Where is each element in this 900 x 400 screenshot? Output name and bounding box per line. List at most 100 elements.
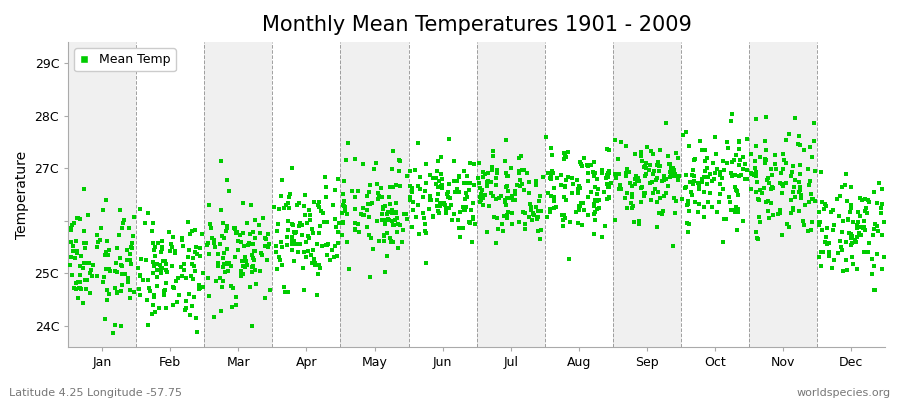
Point — [804, 226, 818, 233]
Point — [601, 170, 616, 176]
Point — [718, 216, 733, 222]
Point — [352, 229, 366, 235]
Point — [211, 251, 225, 258]
Point — [175, 235, 189, 242]
Point — [655, 178, 670, 184]
Point — [362, 232, 376, 238]
Point — [142, 284, 157, 291]
Point — [586, 169, 600, 176]
Point — [793, 184, 807, 190]
Point — [127, 288, 141, 295]
Point — [371, 190, 385, 197]
Point — [193, 252, 207, 259]
Point — [832, 193, 847, 199]
Point — [269, 249, 284, 255]
Point — [600, 184, 615, 190]
Point — [475, 202, 490, 208]
Point — [146, 258, 160, 265]
Point — [665, 172, 680, 179]
Point — [595, 170, 609, 176]
Point — [559, 154, 573, 160]
Point — [695, 179, 709, 185]
Point — [675, 196, 689, 202]
Point — [426, 214, 440, 220]
Point — [348, 226, 363, 232]
Point — [686, 167, 700, 173]
Point — [248, 217, 262, 223]
Point — [752, 214, 767, 220]
Point — [492, 194, 507, 201]
Point — [71, 214, 86, 221]
Point — [645, 151, 660, 158]
Point — [472, 184, 487, 191]
Point — [178, 306, 193, 313]
Point — [90, 272, 104, 279]
Point — [176, 242, 190, 249]
Point — [845, 261, 859, 268]
Point — [300, 220, 314, 227]
Point — [868, 220, 883, 227]
Point — [471, 174, 485, 181]
Point — [132, 273, 147, 279]
Point — [515, 166, 529, 173]
Point — [159, 280, 174, 286]
Point — [518, 221, 532, 227]
Point — [763, 200, 778, 206]
Point — [572, 183, 586, 190]
Point — [649, 199, 663, 206]
Point — [146, 240, 160, 246]
Point — [289, 241, 303, 247]
Point — [179, 275, 194, 282]
Point — [599, 175, 614, 182]
Point — [313, 208, 328, 214]
Point — [74, 285, 88, 292]
Point — [839, 239, 853, 246]
Point — [335, 210, 349, 217]
Point — [661, 183, 675, 189]
Point — [681, 143, 696, 149]
Point — [418, 220, 433, 227]
Point — [628, 176, 643, 182]
Point — [511, 218, 526, 225]
Point — [720, 139, 734, 146]
Point — [805, 154, 819, 160]
Point — [193, 285, 207, 292]
Point — [378, 221, 392, 227]
Point — [749, 229, 763, 236]
Point — [285, 222, 300, 229]
Point — [391, 244, 405, 251]
Point — [267, 204, 282, 210]
Point — [857, 224, 871, 230]
Point — [498, 197, 512, 203]
Point — [389, 182, 403, 188]
Point — [499, 170, 513, 176]
Point — [758, 156, 772, 162]
Point — [147, 294, 161, 301]
Point — [388, 217, 402, 224]
Point — [489, 182, 503, 188]
Point — [693, 138, 707, 144]
Point — [622, 169, 636, 176]
Point — [79, 286, 94, 292]
Point — [166, 284, 180, 290]
Point — [870, 223, 885, 230]
Point — [557, 194, 572, 200]
Point — [453, 234, 467, 240]
Point — [758, 160, 772, 166]
Point — [117, 216, 131, 223]
Point — [761, 175, 776, 181]
Point — [363, 201, 377, 208]
Point — [857, 249, 871, 256]
Legend: Mean Temp: Mean Temp — [75, 48, 176, 71]
Point — [65, 272, 79, 278]
Point — [573, 199, 588, 206]
Point — [496, 213, 510, 219]
Point — [275, 243, 290, 250]
Point — [648, 186, 662, 192]
Point — [292, 241, 307, 248]
Point — [435, 176, 449, 182]
Point — [526, 210, 540, 216]
Point — [669, 198, 683, 204]
Point — [154, 248, 168, 255]
Point — [459, 194, 473, 201]
